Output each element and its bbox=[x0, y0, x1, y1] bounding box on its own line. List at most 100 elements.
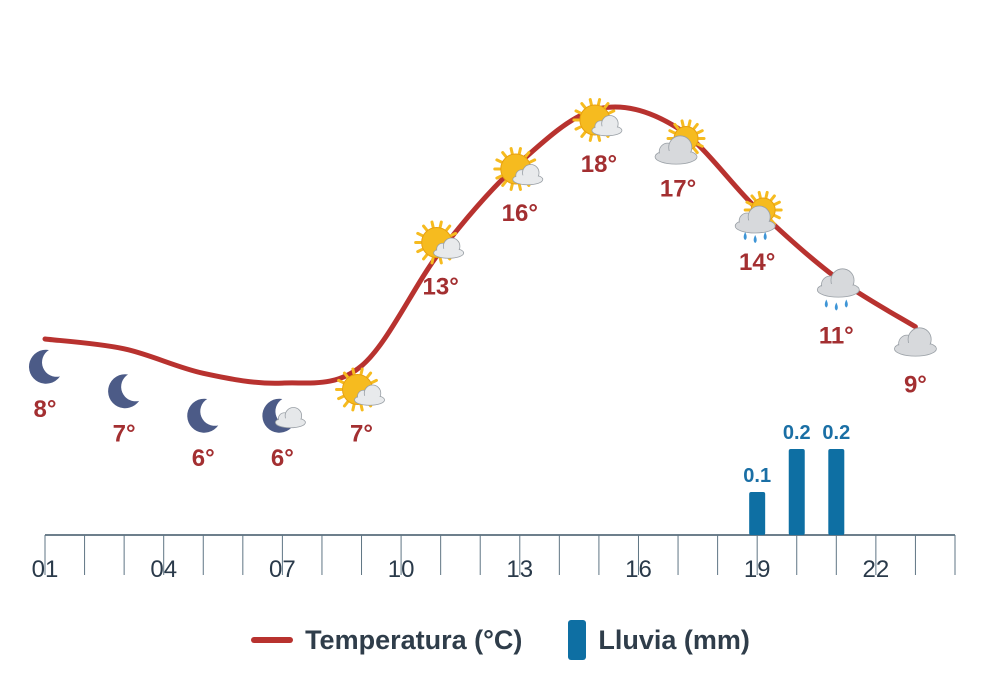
rain-value-label: 0.2 bbox=[783, 422, 811, 444]
sun-ray bbox=[668, 129, 676, 135]
sun-ray bbox=[574, 109, 582, 115]
sun-cloud-icon bbox=[414, 220, 465, 265]
sun-ray bbox=[351, 367, 356, 376]
temperature-labels: 8° 7° 6° 6° 7° 13° 16° 18° 17° 14° 11° 9° bbox=[34, 151, 927, 472]
sun-ray bbox=[438, 220, 443, 229]
sun-ray bbox=[342, 400, 350, 408]
cloud-shape bbox=[736, 220, 775, 232]
cloud-shape bbox=[592, 126, 622, 135]
sun-ray bbox=[509, 183, 514, 191]
rain-bar bbox=[749, 492, 766, 535]
sun-ray bbox=[416, 247, 424, 254]
sun-ray bbox=[337, 394, 345, 401]
x-axis: 01 04 07 10 13 16 19 22 bbox=[32, 534, 956, 583]
sun-ray bbox=[422, 253, 429, 261]
sun-ray bbox=[588, 98, 593, 106]
temperature-value-label: 6° bbox=[192, 445, 215, 472]
cloud-shape bbox=[355, 395, 384, 405]
sun-cloud-rain-icon bbox=[734, 190, 783, 243]
rain-value-label: 0.2 bbox=[822, 422, 850, 444]
temperature-value-label: 8° bbox=[34, 396, 57, 423]
rain-bar bbox=[788, 449, 805, 535]
sun-ray bbox=[438, 256, 443, 265]
sun-ray bbox=[607, 109, 616, 115]
sun-ray bbox=[342, 371, 350, 379]
x-tick-label: 07 bbox=[269, 556, 296, 583]
temperature-value-label: 16° bbox=[502, 200, 538, 227]
legend-temperature-label: Temperatura (°C) bbox=[305, 624, 523, 655]
moon-icon bbox=[108, 374, 140, 409]
rain-drop bbox=[844, 299, 848, 308]
rain-drop bbox=[763, 232, 767, 240]
legend-rain-label: Lluvia (mm) bbox=[598, 624, 750, 655]
sun-ray bbox=[696, 129, 704, 135]
x-tick-label: 01 bbox=[32, 556, 59, 583]
sun-ray bbox=[769, 194, 776, 202]
sun-ray bbox=[445, 224, 452, 232]
weather-chart: 01 04 07 10 13 16 19 22 0.1 0.2 0.2 8° 7° 6° 6° 7° 13°… bbox=[28, 98, 956, 583]
sun-ray bbox=[745, 200, 753, 206]
sun-ray bbox=[687, 119, 692, 128]
sun-ray bbox=[416, 231, 424, 238]
rain-drop bbox=[753, 235, 757, 243]
legend-bar-swatch bbox=[568, 620, 587, 660]
sun-ray bbox=[337, 378, 345, 385]
rain-value-label: 0.1 bbox=[743, 465, 771, 487]
x-tick-label: 22 bbox=[863, 556, 890, 583]
sun-ray bbox=[495, 174, 503, 180]
sun-ray bbox=[430, 256, 435, 265]
temperature-line-layer bbox=[42, 104, 918, 386]
sun-ray bbox=[580, 131, 587, 138]
temperature-value-label: 6° bbox=[271, 445, 294, 472]
sun-ray bbox=[359, 403, 364, 412]
legend: Temperatura (°C) Lluvia (mm) bbox=[0, 618, 1001, 662]
sun-ray bbox=[495, 158, 503, 164]
sun-ray bbox=[773, 214, 781, 220]
temperature-value-label: 9° bbox=[904, 372, 927, 399]
moon-icon bbox=[187, 398, 219, 433]
sun-ray bbox=[673, 122, 680, 130]
cloud-shape bbox=[656, 150, 696, 164]
rain-bars: 0.1 0.2 0.2 bbox=[743, 422, 850, 535]
cloud-rain-icon bbox=[816, 268, 860, 311]
cloud-shape bbox=[513, 175, 543, 184]
sun-cloud-icon bbox=[335, 367, 385, 412]
x-tick-label: 19 bbox=[744, 556, 771, 583]
rain-drop bbox=[743, 232, 747, 240]
temperature-value-label: 13° bbox=[423, 274, 459, 301]
sun-ray bbox=[517, 147, 522, 155]
sun-ray bbox=[517, 183, 522, 191]
x-tick-label: 16 bbox=[625, 556, 652, 583]
sun-ray bbox=[596, 98, 602, 106]
cloud-icon bbox=[894, 327, 937, 357]
x-tick-label: 10 bbox=[388, 556, 415, 583]
moon-shape bbox=[28, 349, 60, 384]
sun-ray bbox=[430, 220, 435, 229]
moon-shape bbox=[187, 398, 219, 433]
sun-ray bbox=[528, 158, 537, 164]
legend-item-temperature: Temperatura (°C) bbox=[251, 625, 522, 656]
temperature-value-label: 11° bbox=[819, 323, 854, 350]
cloud-shape bbox=[895, 342, 936, 356]
sun-ray bbox=[370, 378, 378, 385]
sun-ray bbox=[596, 134, 602, 142]
moon-icon bbox=[28, 349, 60, 384]
sun-ray bbox=[696, 142, 704, 148]
sun-ray bbox=[750, 194, 757, 202]
sun-ray bbox=[692, 122, 699, 130]
moon-shape bbox=[262, 398, 294, 433]
sun-ray bbox=[359, 367, 364, 376]
sun-cloud-icon bbox=[493, 147, 544, 191]
temperature-value-label: 7° bbox=[113, 421, 136, 448]
sun-ray bbox=[603, 102, 610, 109]
cloud-shape bbox=[818, 283, 859, 297]
cloud-sun-icon bbox=[654, 119, 706, 165]
rain-drop bbox=[824, 299, 828, 308]
cloud-shape bbox=[434, 248, 463, 258]
sun-ray bbox=[588, 134, 593, 142]
rain-bar bbox=[828, 449, 845, 535]
temperature-line bbox=[42, 104, 918, 386]
rain-drop bbox=[834, 302, 838, 311]
weather-icons bbox=[28, 98, 937, 433]
moon-shape bbox=[108, 374, 140, 409]
